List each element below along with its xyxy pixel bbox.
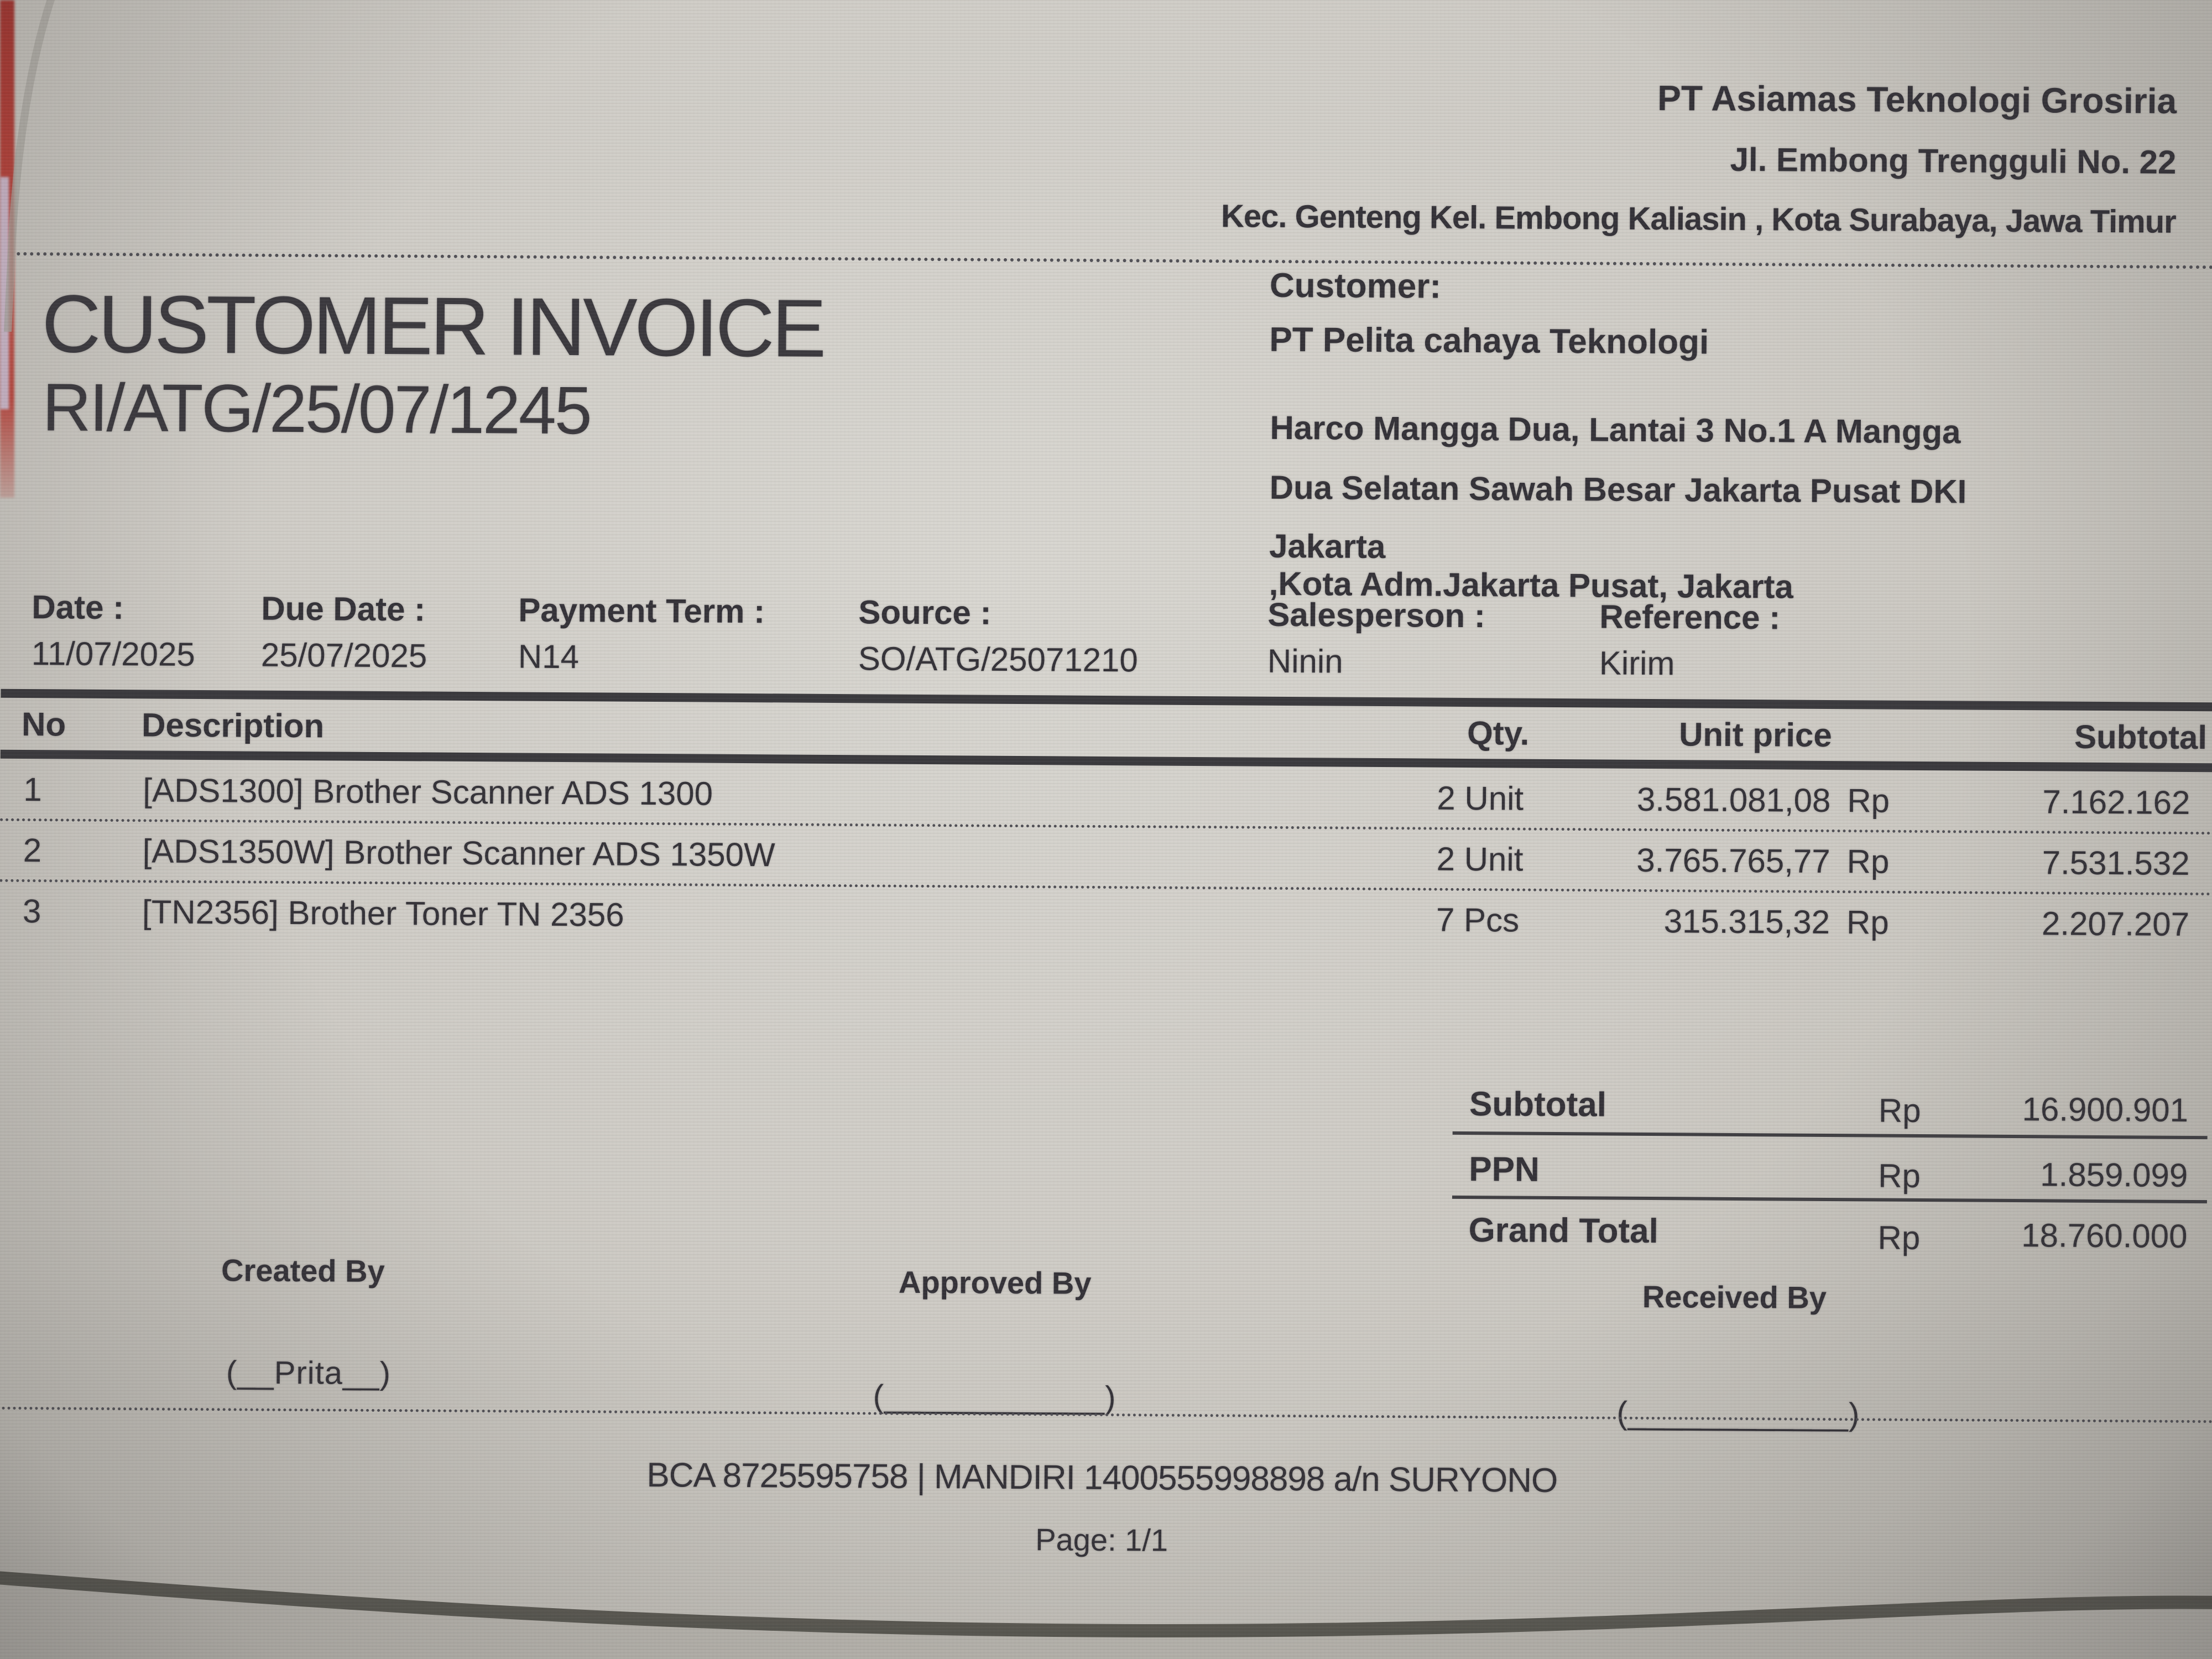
source-value: SO/ATG/25071210	[858, 640, 1138, 679]
date-label: Date :	[32, 588, 124, 627]
table-header-no: No	[21, 706, 66, 743]
bank-accounts-line: BCA 8725595758 | MANDIRI 1400555998898 a…	[646, 1455, 1558, 1500]
due-date-value: 25/07/2025	[260, 636, 427, 675]
invoice-number: RI/ATG/25/07/1245	[42, 369, 591, 448]
customer-name: PT Pelita cahaya Teknologi	[1269, 320, 1709, 362]
row2-qty: 2 Unit	[1436, 840, 1524, 878]
approved-by-label: Approved By	[898, 1264, 1092, 1301]
row1-qty: 2 Unit	[1437, 779, 1524, 817]
table-header-subtotal: Subtotal	[2074, 718, 2208, 757]
totals-rule-1	[1452, 1131, 2208, 1140]
salesperson-label: Salesperson :	[1267, 596, 1486, 635]
row3-qty: 7 Pcs	[1436, 901, 1520, 939]
row1-description: [ADS1300] Brother Scanner ADS 1300	[143, 771, 713, 812]
company-address-line1: Jl. Embong Trengguli No. 22	[1730, 140, 2177, 181]
row3-subtotal: 2.207.207	[2041, 905, 2190, 943]
totals-grand-total-currency: Rp	[1877, 1219, 1921, 1257]
created-by-label: Created By	[221, 1253, 385, 1289]
row3-currency: Rp	[1846, 904, 1889, 941]
totals-ppn-label: PPN	[1469, 1150, 1540, 1189]
table-header-description: Description	[141, 706, 325, 745]
totals-rule-2	[1452, 1195, 2207, 1204]
payment-term-label: Payment Term :	[518, 591, 765, 630]
row-divider-2	[0, 879, 2212, 896]
totals-ppn-currency: Rp	[1877, 1157, 1921, 1195]
row2-subtotal: 7.531.532	[2042, 844, 2190, 882]
row3-description: [TN2356] Brother Toner TN 2356	[142, 893, 624, 933]
company-name: PT Asiamas Teknologi Grosiria	[1657, 78, 2177, 121]
salesperson-value: Ninin	[1267, 642, 1343, 680]
row2-unit-price: 3.765.765,77	[1636, 841, 1830, 880]
row1-unit-price: 3.581.081,08	[1636, 780, 1831, 820]
row2-description: [ADS1350W] Brother Scanner ADS 1350W	[142, 832, 775, 874]
totals-subtotal-value: 16.900.901	[2022, 1091, 2189, 1129]
monitor-bottom-edge	[0, 1571, 2212, 1659]
header-dotted-divider	[3, 252, 2212, 269]
totals-grand-total-label: Grand Total	[1468, 1211, 1659, 1251]
row1-subtotal: 7.162.162	[2042, 783, 2190, 821]
approved-by-signature-line: (____________)	[873, 1378, 1117, 1416]
table-header-unit-price: Unit price	[1678, 716, 1832, 754]
received-by-signature-line: (____________)	[1616, 1395, 1860, 1433]
payment-term-value: N14	[518, 638, 580, 676]
received-by-label: Received By	[1642, 1279, 1827, 1315]
corner-bezel-shadow	[4, 0, 55, 332]
row3-no: 3	[22, 893, 41, 930]
row-divider-1	[0, 818, 2212, 835]
table-top-rule	[1, 688, 2212, 712]
row1-currency: Rp	[1847, 782, 1890, 820]
table-header-qty: Qty.	[1467, 714, 1530, 752]
screen-edge-light-strip	[0, 177, 9, 409]
date-value: 11/07/2025	[31, 635, 195, 673]
customer-address-line1: Harco Mangga Dua, Lantai 3 No.1 A Mangga	[1270, 409, 1961, 451]
row2-currency: Rp	[1846, 843, 1890, 880]
due-date-label: Due Date :	[261, 589, 426, 628]
row1-no: 1	[23, 771, 42, 808]
row2-no: 2	[23, 832, 42, 869]
company-address-line2: Kec. Genteng Kel. Embong Kaliasin , Kota…	[1220, 198, 2176, 240]
totals-ppn-value: 1.859.099	[2040, 1156, 2188, 1194]
customer-address-line2: Dua Selatan Sawah Besar Jakarta Pusat DK…	[1269, 468, 1967, 510]
customer-label: Customer:	[1269, 266, 1442, 306]
source-label: Source :	[858, 593, 992, 632]
totals-grand-total-value: 18.760.000	[2021, 1217, 2188, 1255]
customer-address-line3: Jakarta	[1269, 527, 1386, 566]
table-header-rule	[0, 749, 2212, 773]
totals-subtotal-label: Subtotal	[1469, 1085, 1607, 1124]
reference-label: Reference :	[1599, 598, 1781, 637]
reference-value: Kirim	[1599, 644, 1675, 682]
created-by-signature-line: (__Prita__)	[226, 1354, 392, 1392]
totals-subtotal-currency: Rp	[1878, 1092, 1921, 1130]
row3-unit-price: 315.315,32	[1663, 902, 1830, 941]
